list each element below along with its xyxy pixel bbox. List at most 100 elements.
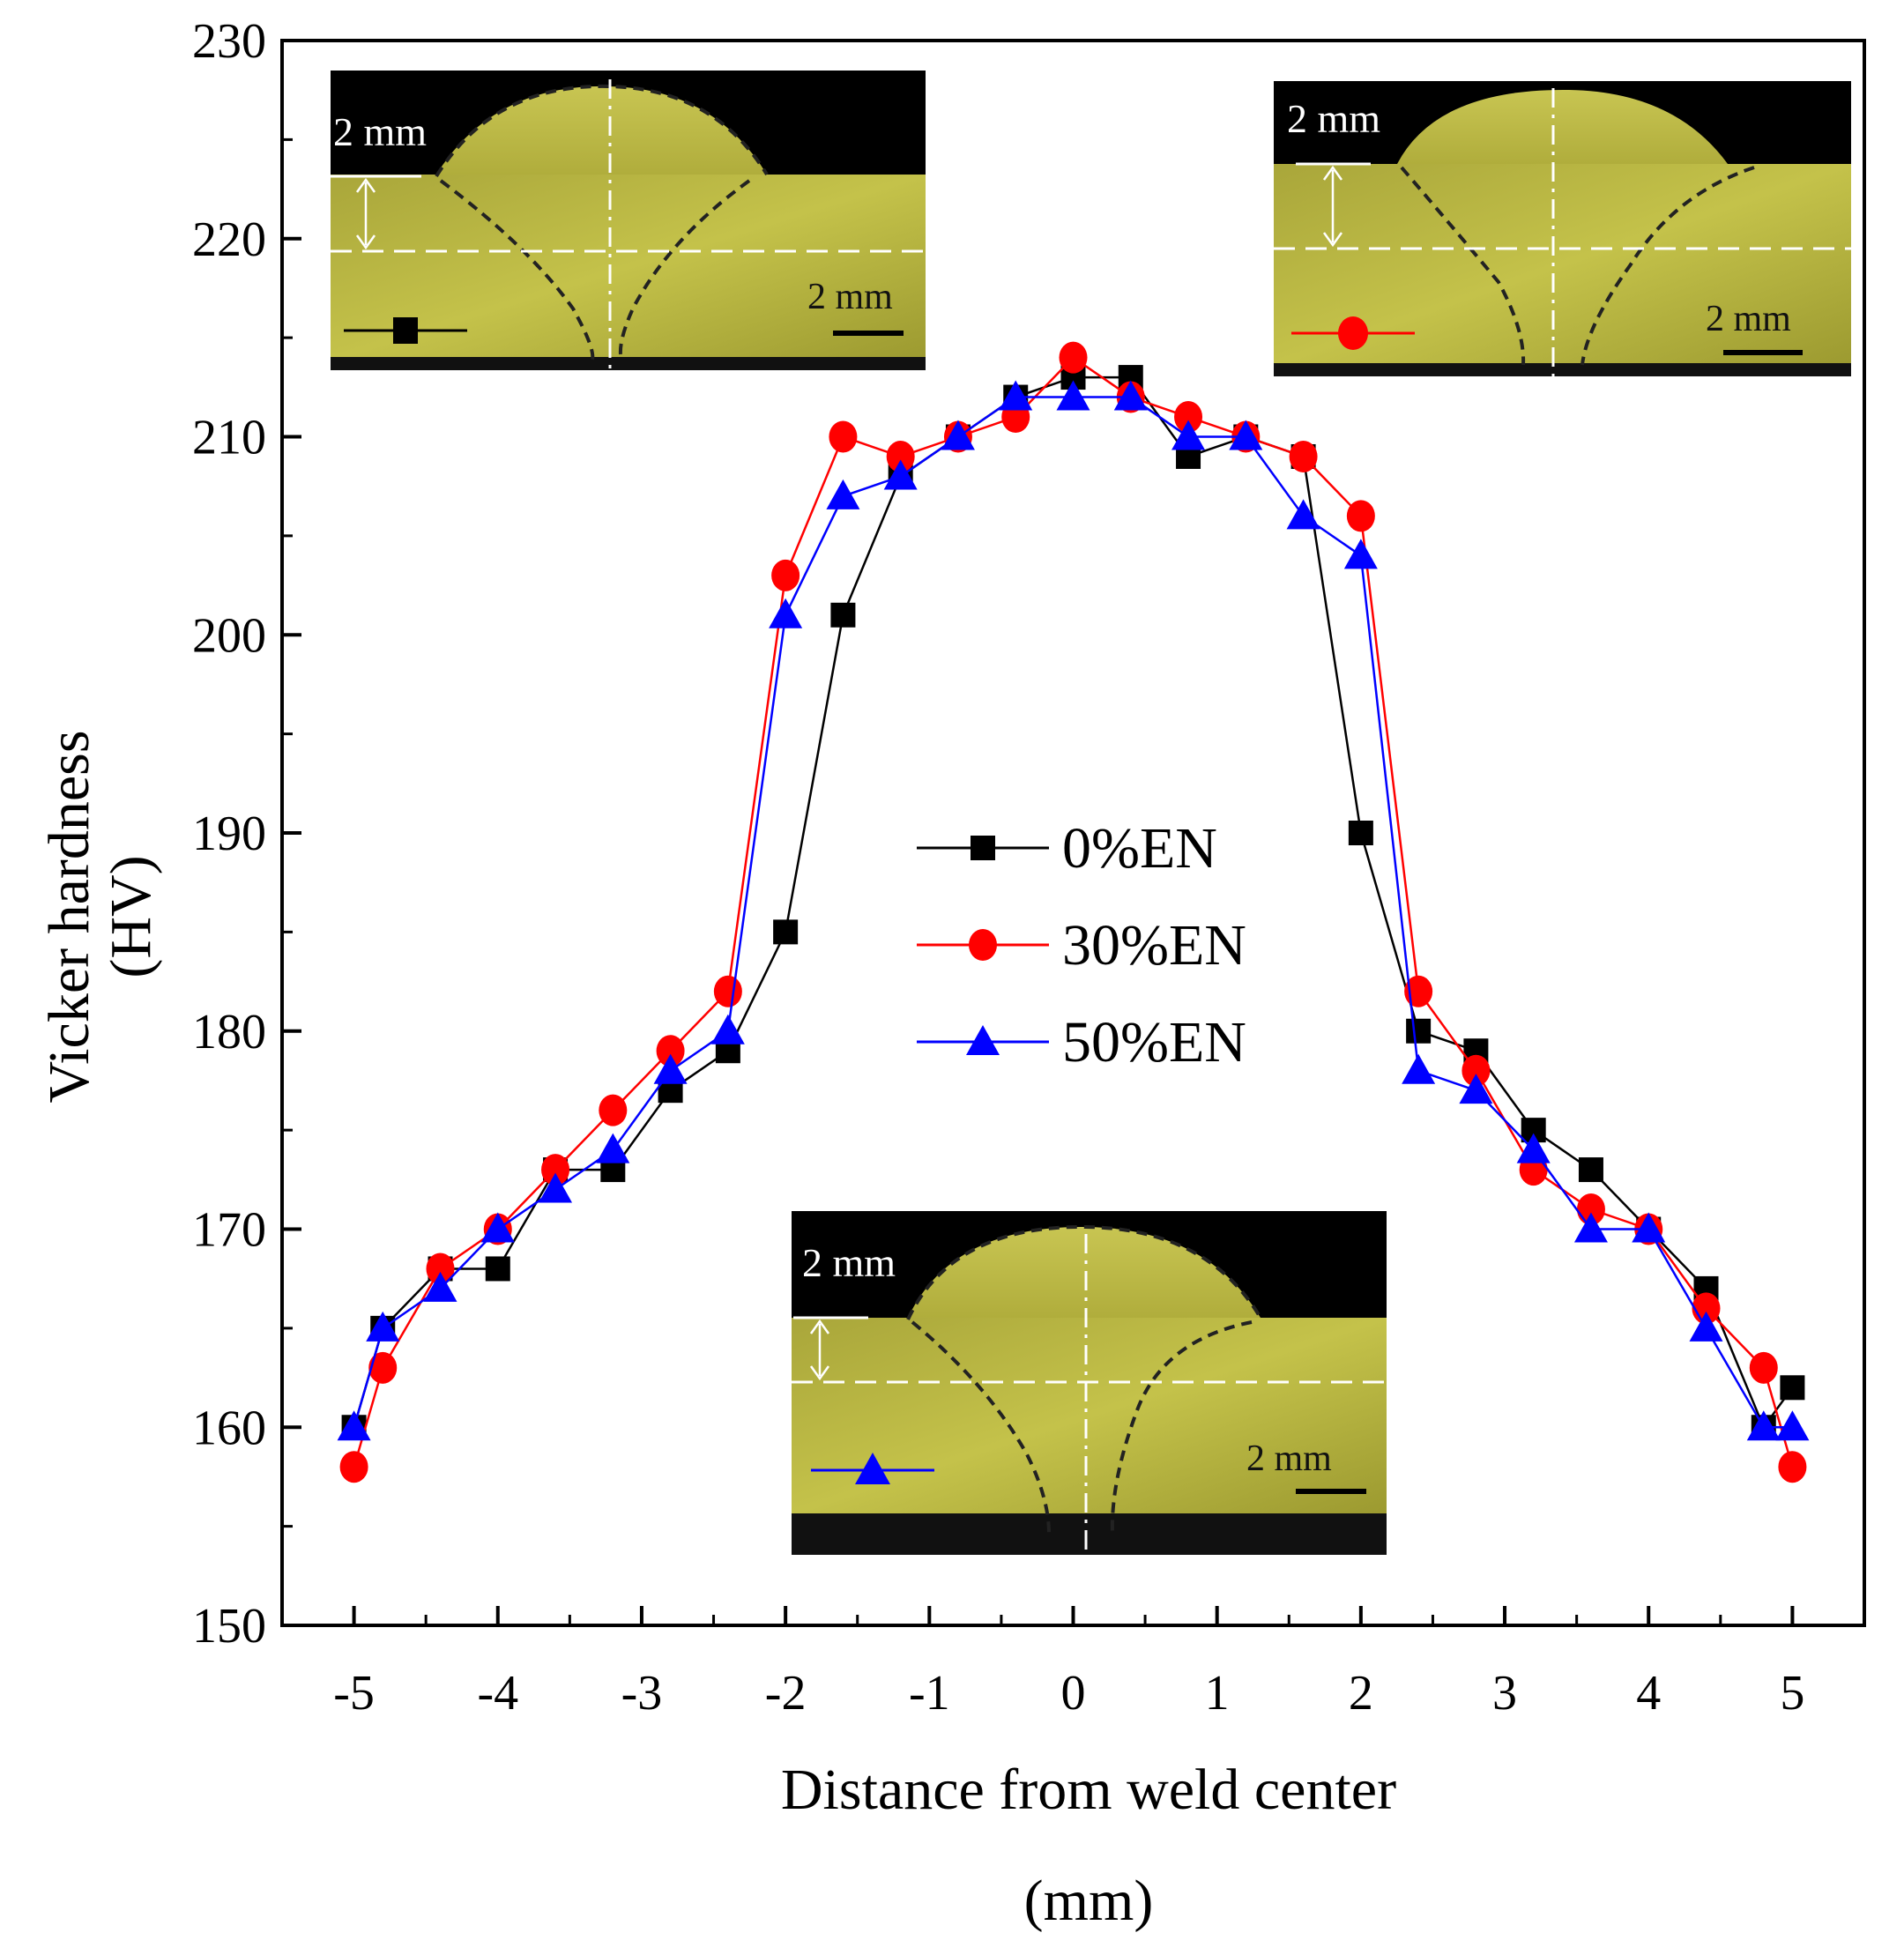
data-point [1689,1311,1723,1342]
legend-marker [966,1025,1000,1055]
data-point [426,1253,455,1285]
micrograph-inset-30en: 2 mm 2 mm [1274,81,1851,376]
data-point [999,380,1033,411]
data-point [541,1154,570,1186]
data-point [653,1053,688,1084]
data-point [829,420,858,453]
data-point [1289,440,1318,472]
x-tick-label: 4 [1636,1666,1661,1721]
data-point [485,1256,510,1282]
inset-50en-scale-label: 2 mm [1246,1438,1332,1479]
data-point [656,1035,685,1067]
data-point [1573,1212,1608,1243]
micrograph-inset-0en: 2 mm 2 mm [331,71,926,370]
data-point [368,1351,398,1384]
data-point [1578,1157,1603,1183]
legend-marker [971,836,995,860]
y-axis-ticks: 150 160 170 180 190 200 210 220 230 [192,14,301,1654]
data-point [1516,1133,1551,1163]
data-point [1746,1410,1781,1441]
data-point [1459,1074,1493,1104]
y-tick-label: 210 [192,411,266,465]
data-point [337,1410,371,1441]
series-layer [337,341,1810,1483]
data-point [883,459,918,490]
data-point [1059,341,1088,374]
y-axis-title: Vicker hardness [37,730,101,1103]
data-point [539,1172,573,1203]
y-tick-label: 200 [192,608,266,663]
data-point [1171,420,1206,450]
inset-0en-scale-label: 2 mm [807,277,893,317]
data-point [1406,1018,1432,1044]
data-point [599,1094,628,1126]
data-point [1775,1410,1810,1441]
x-tick-label: 3 [1492,1666,1517,1721]
data-point [1056,380,1090,411]
x-axis-ticks: -5 -4 -3 -2 -1 0 1 2 3 4 5 [333,1606,1804,1721]
x-tick-label: 0 [1061,1666,1086,1721]
data-point [1229,420,1263,450]
data-point [830,602,856,628]
x-axis-title: Distance from weld center [781,1758,1396,1822]
data-point [713,975,742,1007]
y-tick-label: 230 [192,14,266,69]
legend-label: 50%EN [1062,1010,1246,1074]
legend-item: 0%EN [917,816,1217,881]
data-point [1113,380,1148,411]
data-point [710,1014,745,1044]
x-tick-label: -4 [477,1666,518,1721]
y-tick-label: 180 [192,1005,266,1059]
data-point [1778,1451,1807,1483]
data-point [1632,1212,1666,1243]
data-point [886,440,915,472]
legend: 0%EN 30%EN 50%EN [917,816,1246,1074]
data-point [1286,499,1320,530]
x-tick-label: -2 [765,1666,807,1721]
x-tick-label: 1 [1205,1666,1230,1721]
x-tick-label: -5 [333,1666,375,1721]
data-point [771,559,800,591]
inset-0en-scale-top: 2 mm [333,109,427,154]
y-tick-label: 220 [192,212,266,267]
data-point [826,479,860,509]
y-axis-unit: (HV) [99,855,163,978]
legend-item: 30%EN [917,913,1246,978]
inset-30en-scale-top: 2 mm [1287,96,1380,141]
micrograph-inset-50en: 2 mm 2 mm [792,1211,1387,1555]
data-point [1402,1053,1436,1084]
data-point [366,1311,400,1342]
legend-label: 0%EN [1062,816,1217,881]
data-point [1749,1351,1778,1384]
inset-30en-scale-label: 2 mm [1706,299,1791,339]
x-tick-label: 2 [1349,1666,1373,1721]
data-point [339,1451,368,1483]
data-point [1780,1375,1805,1401]
data-point [1348,821,1373,845]
x-axis-unit: (mm) [1024,1869,1154,1933]
data-point [423,1271,457,1302]
data-point [596,1133,630,1163]
x-tick-label: -1 [909,1666,950,1721]
data-point [480,1212,515,1243]
data-point [1346,500,1375,532]
legend-label: 30%EN [1062,913,1246,978]
inset-50en-scale-top: 2 mm [802,1240,896,1285]
data-point [1174,401,1203,434]
data-point [1576,1193,1605,1226]
legend-marker [969,929,997,961]
y-tick-label: 160 [192,1401,266,1455]
data-point [1343,539,1378,569]
data-point [773,919,799,945]
data-point [941,420,975,450]
y-tick-label: 190 [192,807,266,861]
legend-item: 50%EN [917,1010,1246,1074]
x-tick-label: -3 [621,1666,663,1721]
data-point [1461,1054,1491,1087]
y-tick-label: 170 [192,1203,266,1258]
series-50pct-en [337,380,1810,1441]
data-point [769,598,803,628]
y-tick-label: 150 [192,1599,266,1654]
x-tick-label: 5 [1780,1666,1804,1721]
